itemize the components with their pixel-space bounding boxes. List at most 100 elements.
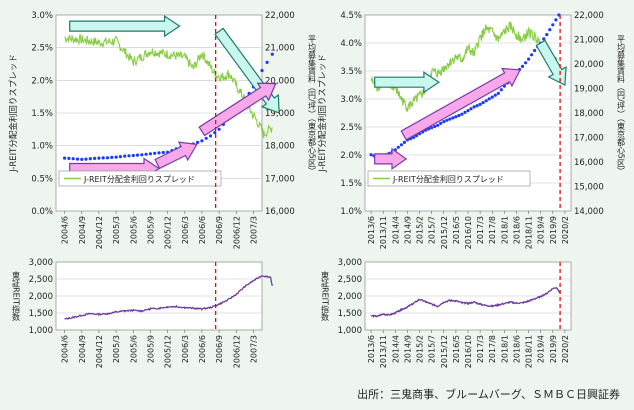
top-left-y-tick-label: 2.5% [31,44,53,54]
top-right-y-axis-label: J-REIT分配金利回りスプレッド [317,54,328,173]
top-left-rent-point [105,156,110,160]
top-right-rent-point [533,48,537,53]
top-left-legend-label: J-REIT分配金利回りスプレッド [83,174,195,184]
top-right-rent-point [493,93,497,97]
top-left-rent-point [196,140,200,144]
top-right-rent-point [433,124,437,129]
top-left-spread-line [64,34,273,139]
top-left-rent-point [101,156,105,160]
top-left-x-tick-label: 2006/12 [232,216,241,249]
top-left-y2-tick-label: 19,000 [265,109,295,119]
top-right-rent-point [436,123,440,127]
top-right-x-tick-label: 2015/2 [416,216,425,244]
bottom-right-y-tick-label: 2,000 [338,292,362,302]
top-right-y2-tick-label: 21,000 [574,36,604,46]
top-left-rent-point [97,156,101,160]
top-left-x-tick-label: 2004/9 [78,216,87,244]
top-left-rent-point [84,157,88,161]
bottom-left-x-tick-label: 2006/6 [198,335,207,363]
top-right-rent-point [487,97,491,101]
top-left-y2-tick-label: 22,000 [265,11,295,21]
top-left-rent-point [123,154,127,158]
top-left-pink-arrow [154,141,198,170]
top-left-rent-point [260,68,264,73]
bottom-right-x-tick-label: 2017/8 [488,335,497,363]
top-left-rent-point [213,131,217,135]
top-right-legend-box [367,170,531,187]
bottom-left-reit-index-line [64,274,273,320]
top-right-rent-point [460,112,464,116]
bottom-right-y-tick-label: 1,000 [338,326,362,336]
top-left-rent-point [135,153,140,157]
top-left-x-tick-label: 2005/12 [164,216,173,249]
top-left-y2-axis-label: 平均募集賃料（円/坪）（東京都心5区） [308,35,317,175]
bottom-left-x-tick-label: 2005/3 [112,335,121,363]
bottom-left-y-tick-label: 3,000 [29,258,53,268]
top-right-rent-point [439,121,443,125]
bottom-right-x-tick-label: 2016/10 [464,335,473,368]
top-right-x-tick-label: 2016/5 [452,216,461,244]
top-left-rent-point [88,157,92,161]
top-right-rent-point [520,64,525,68]
bottom-left-y-tick-label: 1,000 [29,326,53,336]
top-right-y2-tick-label: 19,000 [574,85,604,95]
bottom-right-y-tick-label: 3,000 [338,258,362,268]
top-right-cyan-arrow [535,39,567,86]
top-left-x-tick-label: 2004/6 [61,216,70,244]
top-left-rent-point [75,157,80,161]
top-right-rent-point [399,143,403,147]
top-right-rent-point [475,104,479,108]
top-right-y-tick-label: 1.0% [340,207,362,217]
bottom-left-y-axis-label: 東証REIT指数 [12,270,21,322]
top-right-rent-point [451,116,455,120]
top-right-x-tick-label: 2018/1 [500,216,509,244]
top-left-rent-point [71,157,75,161]
bottom-right-x-tick-label: 2018/6 [512,335,521,363]
top-right-rent-point [554,18,558,22]
top-right-x-tick-label: 2017/3 [476,216,485,244]
bottom-right-x-tick-label: 2013/6 [367,335,376,363]
top-right-y-tick-label: 1.5% [340,179,362,189]
top-left-x-tick-label: 2005/3 [112,216,121,244]
top-left-y-tick-label: 0.0% [31,207,53,217]
top-left-rent-point [270,52,274,56]
bottom-left-x-tick-label: 2004/12 [95,335,104,368]
bottom-right-x-tick-label: 2016/5 [452,335,461,363]
top-right-y-tick-label: 3.5% [340,67,362,77]
top-right-rent-point [542,37,546,41]
bottom-left-x-tick-label: 2004/6 [61,335,70,363]
bottom-left-y-tick-label: 2,500 [29,275,53,285]
top-left-legend-box [58,170,222,187]
top-right-spread-line [370,21,558,112]
top-left-rent-point [204,136,208,140]
top-left-x-tick-label: 2006/6 [198,216,207,244]
top-left-y-tick-label: 3.0% [31,11,53,21]
top-left-rent-point [110,155,114,159]
top-right-y2-tick-label: 22,000 [574,11,604,21]
top-right-rent-point [469,107,473,111]
bottom-right-x-tick-label: 2015/12 [440,335,449,368]
top-right-rent-point [551,23,555,27]
top-right-rent-point [430,126,434,130]
top-right-rent-point [527,57,531,61]
top-right-y2-tick-label: 17,000 [574,134,604,144]
top-right-x-tick-label: 2017/8 [488,216,497,244]
top-right-x-tick-label: 2019/4 [537,216,546,244]
top-left-y-tick-label: 1.5% [31,109,53,119]
top-right-rent-point [499,88,503,92]
bottom-right-x-tick-label: 2018/11 [525,335,534,368]
top-left-rent-point [80,157,84,161]
top-right-rent-point [484,99,488,103]
top-right-x-tick-label: 2015/7 [428,216,437,244]
bottom-left-x-tick-label: 2005/12 [164,335,173,368]
top-left-rent-point [118,155,122,159]
bottom-right-reit-index-line [370,286,561,318]
top-left-rent-point [127,154,131,158]
top-right-x-tick-label: 2013/6 [367,216,376,244]
top-right-y-tick-label: 4.5% [340,11,362,21]
top-right-legend-label: J-REIT分配金利回りスプレッド [392,174,504,184]
top-left-rent-point [114,155,118,159]
top-left-rent-point [140,153,144,157]
top-right-y2-tick-label: 14,000 [574,207,604,217]
